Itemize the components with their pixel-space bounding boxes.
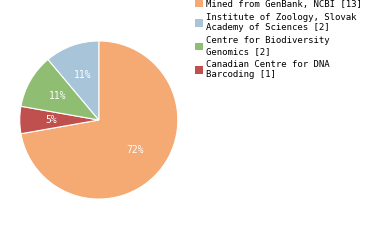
Wedge shape: [21, 60, 99, 120]
Legend: Mined from GenBank, NCBI [13], Institute of Zoology, Slovak
Academy of Sciences : Mined from GenBank, NCBI [13], Institute…: [195, 0, 362, 79]
Text: 5%: 5%: [46, 115, 57, 125]
Text: 11%: 11%: [74, 70, 92, 80]
Text: 72%: 72%: [126, 145, 144, 156]
Wedge shape: [20, 106, 99, 134]
Text: 11%: 11%: [49, 91, 66, 101]
Wedge shape: [21, 41, 178, 199]
Wedge shape: [48, 41, 99, 120]
